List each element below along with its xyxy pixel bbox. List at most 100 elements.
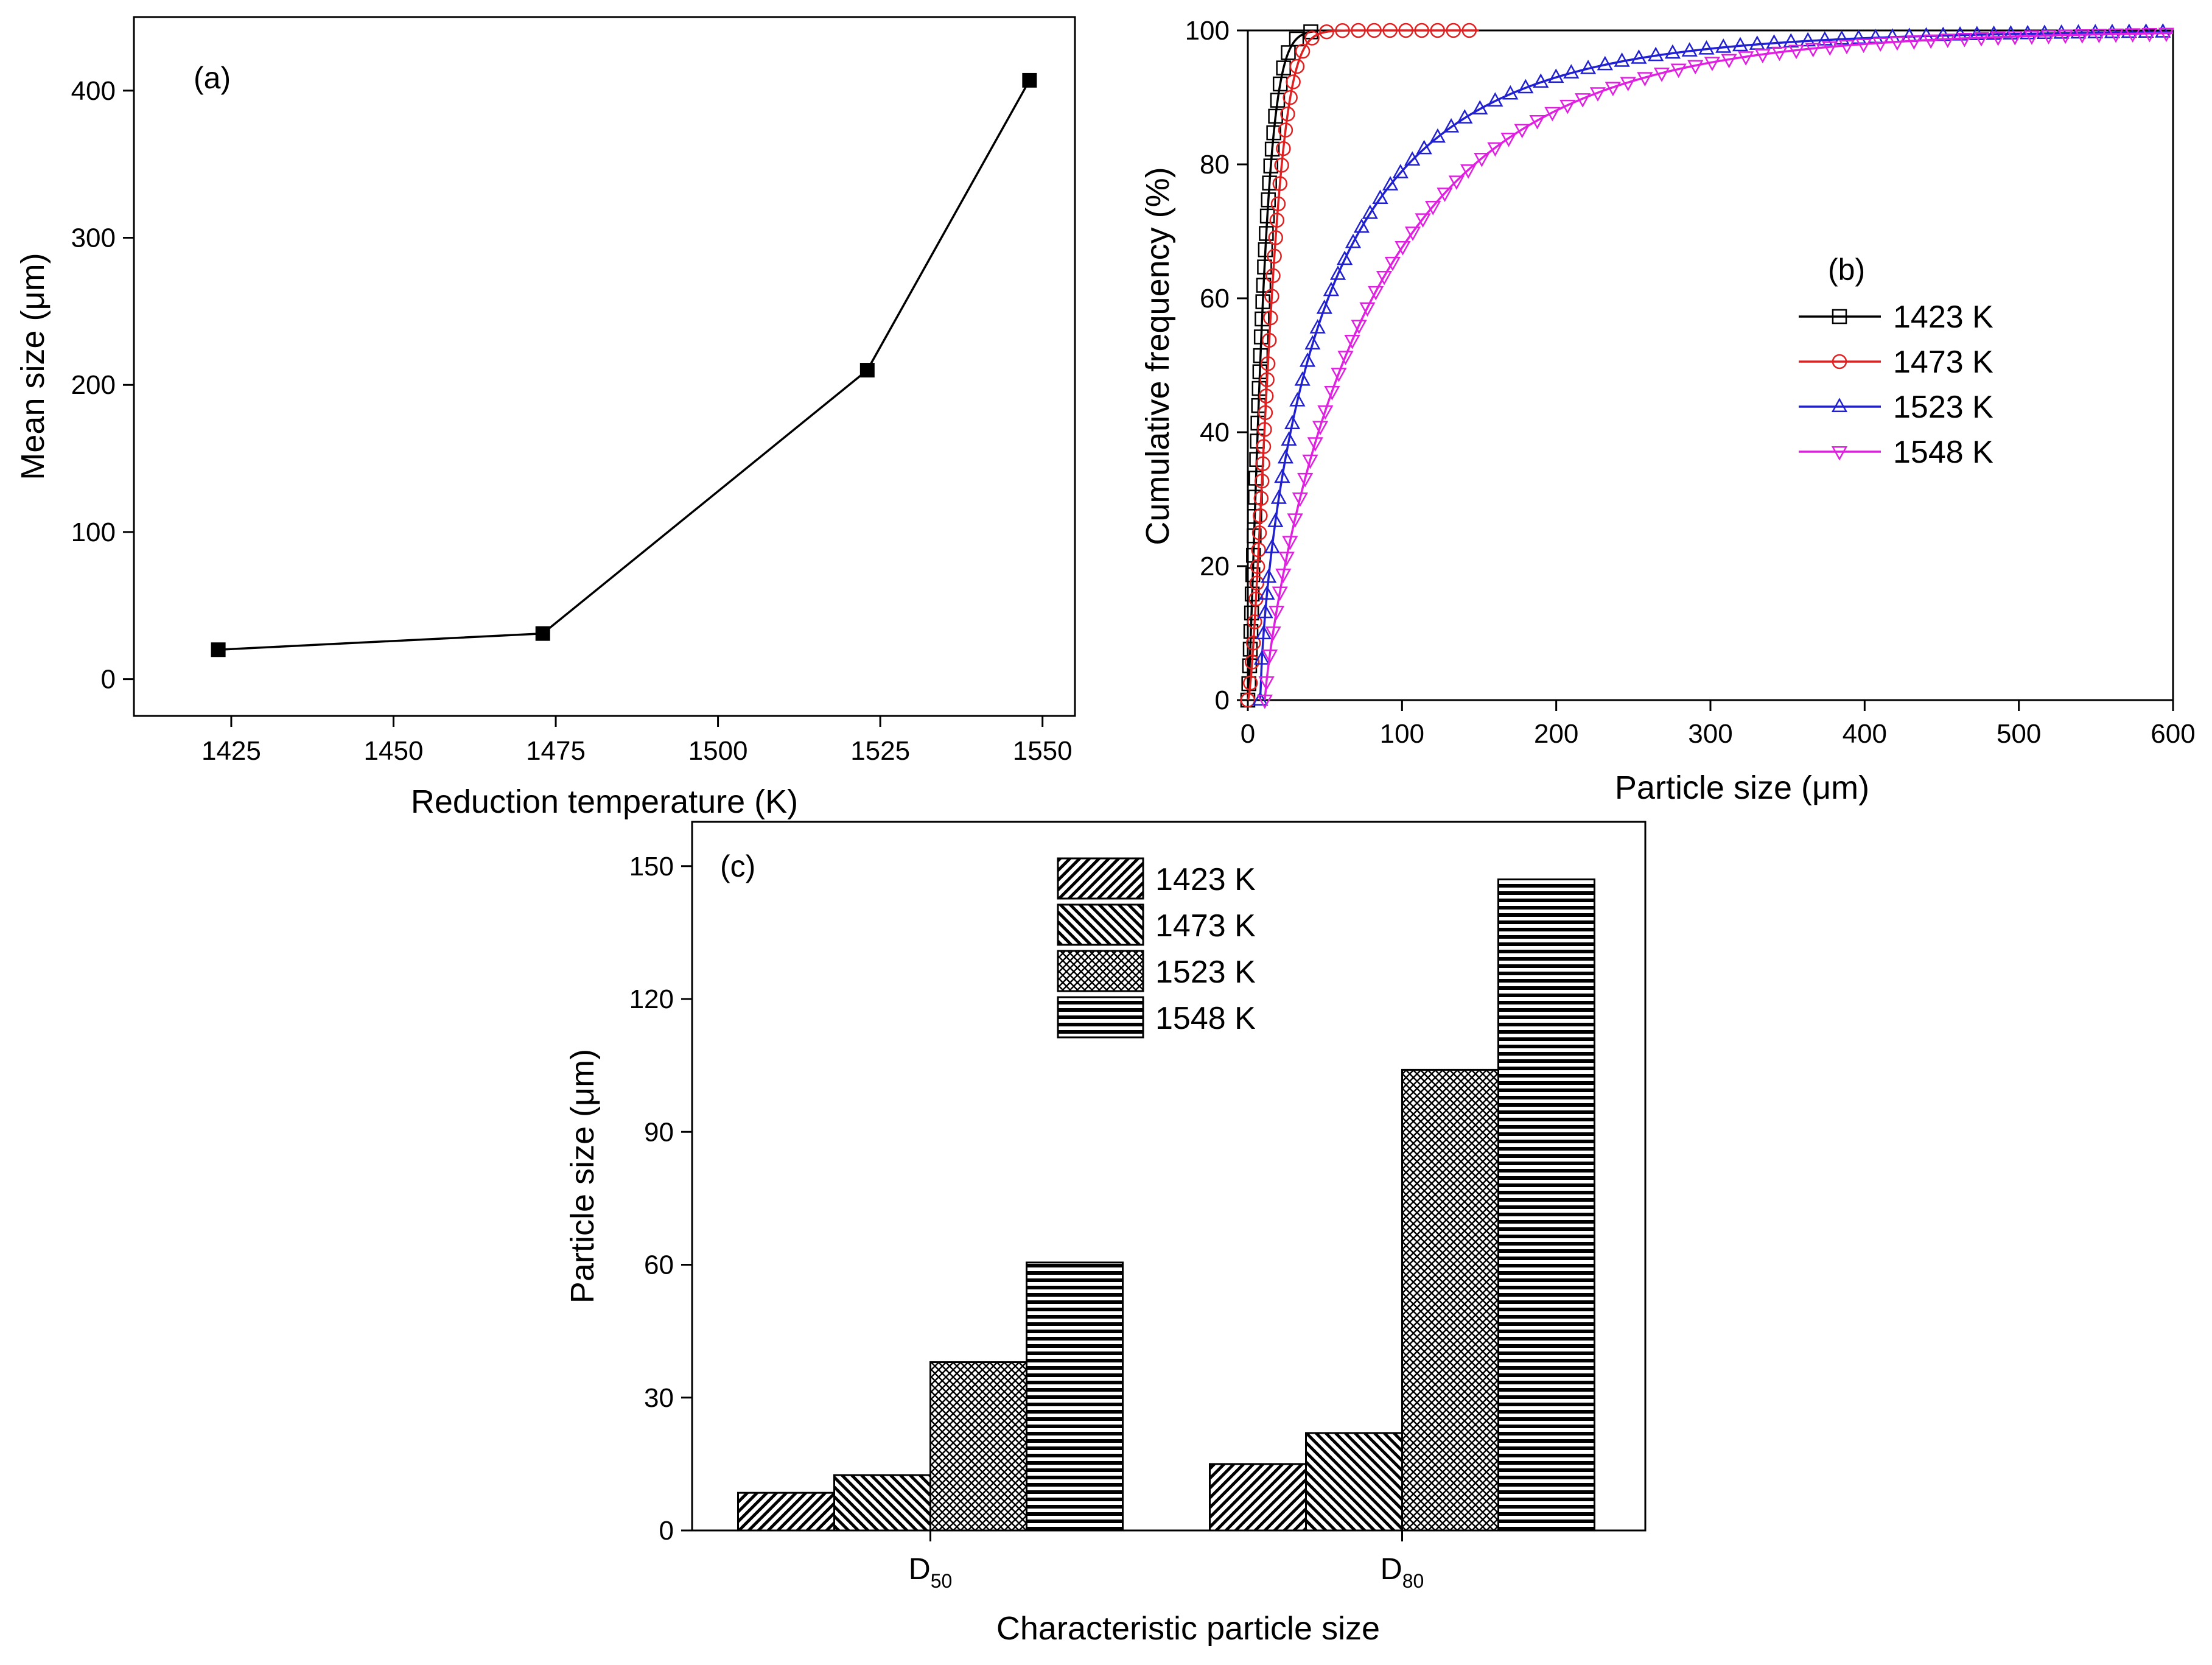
series-group-a [211,72,1037,657]
data-point-b [1255,625,1272,640]
data-point-b [2020,24,2036,40]
data-point-b [1698,40,1715,55]
data-point-b [1368,286,1384,301]
data-point-b [1414,23,1429,38]
legend-label-b: 1548 K [1893,435,1993,470]
data-point-b [2003,25,2019,40]
bar [1401,1068,1499,1532]
data-point-b [1284,415,1301,429]
data-point-b [1247,509,1262,524]
data-point-b [1533,73,1549,88]
x-tick-label-a: 1525 [850,736,910,766]
data-point-b [1251,525,1267,541]
data-point-b [1715,38,1732,53]
data-point-b [1268,108,1283,124]
data-point-b [1973,32,1990,47]
data-point-b [1282,536,1298,550]
data-point-b [1280,106,1295,122]
data-point-b [1287,513,1303,528]
data-point-b [1264,538,1280,553]
data-point-b [1257,259,1272,275]
data-point-b [1262,649,1278,664]
data-point-b [1487,142,1503,157]
data-point-b [1243,623,1259,639]
data-point-b [2091,29,2107,44]
data-point-b [2007,30,2023,46]
data-point-b [1460,164,1477,179]
data-point-b [1307,437,1323,452]
bar [1497,878,1595,1532]
data-point-b [1257,422,1272,437]
data-point-b [1805,43,1821,58]
data-point-b [2023,30,2040,45]
data-point-b [1329,265,1346,280]
data-point-b [1260,356,1276,371]
data-point-b [1261,568,1277,583]
bar [1305,1432,1403,1532]
legend-c: 1423 K 1473 K 1523 K 1548 K [1057,857,1256,1039]
data-point-b [1637,72,1653,86]
data-point-b [1404,151,1421,166]
data-point-b [1259,388,1274,404]
data-point-b [1335,23,1350,38]
data-point-b [1353,218,1370,233]
data-point-b [1443,118,1460,133]
data-point-b [1252,691,1269,706]
legend-swatch-c [1057,903,1144,946]
x-tick-label-b: 200 [1534,719,1578,749]
data-point-b [2053,24,2070,39]
x-tick-label-a: 1550 [1013,736,1073,766]
data-point-b [1242,675,1258,691]
data-point-a [859,363,875,378]
x-tick-label-b: 100 [1380,719,1424,749]
y-tick-label-a: 100 [71,517,116,547]
data-point-b [1259,208,1275,224]
panel-label-b: (b) [1828,253,1865,287]
data-point-b [1472,100,1488,115]
data-point-b [1283,89,1298,105]
data-point-b [1272,586,1288,601]
data-point-b [1429,128,1446,143]
data-point-b [1289,31,1304,47]
data-point-b [1304,335,1321,350]
y-tick-label-b: 20 [1200,552,1230,581]
data-point-b [1253,348,1269,363]
data-point-b [1376,270,1393,286]
legend-label-c: 1423 K [1155,862,1256,897]
data-point-b [1261,332,1277,348]
data-point-b [1281,45,1296,60]
legend-label-c: 1548 K [1155,1001,1256,1036]
data-point-b [2158,27,2175,43]
data-point-b [1548,68,1564,83]
data-point-b [1247,614,1262,629]
data-point-b [1559,99,1576,114]
data-point-b [1956,33,1973,47]
data-point-b [1263,310,1278,326]
data-point-b [1732,37,1749,52]
y-tick-label-c: 120 [629,984,674,1014]
data-point-b [1249,575,1265,591]
series-group-b [1240,23,2175,709]
data-point-b [1461,23,1477,38]
series-line-b [1264,32,2174,701]
data-point-b [1788,44,1805,60]
data-point-b [1664,44,1681,59]
x-tick-label-sub-c: 50 [931,1570,953,1592]
data-point-b [1259,226,1274,241]
chart-panel-a: (a) 1425 1450 1475 1500 1525 1550 0 100 200 300 40… [15,16,1076,820]
data-point-b [1372,189,1388,204]
data-point-b [1474,153,1490,167]
data-point-b [1253,491,1269,506]
data-point-b [1872,37,1889,52]
data-point-b [2141,27,2158,43]
x-tick-label-main-c: D [1381,1552,1402,1586]
chart-panel-b: 0 100 200 300 400 500 600 0 20 40 60 80 100 (b) 1423… [1139,16,2196,806]
data-point-b [1265,268,1281,284]
x-tick-label-b: 300 [1688,719,1732,749]
data-point-b [1276,141,1291,156]
data-point-b [1253,329,1269,345]
x-axis-label-c: Characteristic particle size [996,1610,1380,1647]
data-point-b [1257,603,1273,619]
data-point-b [1268,230,1283,245]
